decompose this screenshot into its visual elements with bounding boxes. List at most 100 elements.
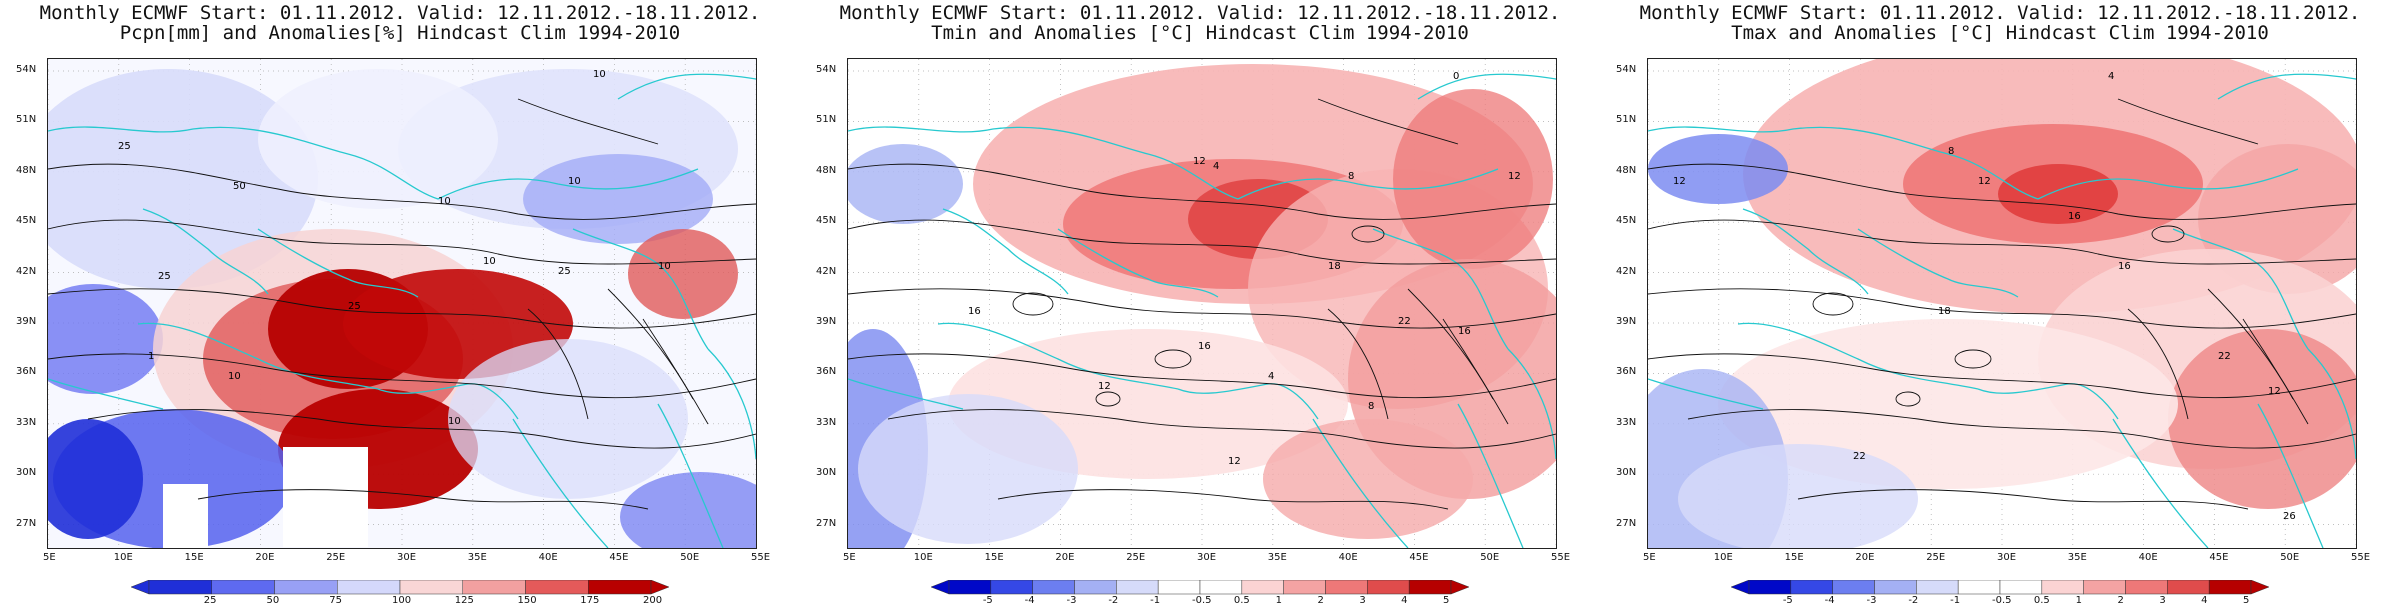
colorbar-cell [462, 579, 526, 595]
latitude-tick-label: 39N [816, 316, 837, 327]
longitude-tick-label: 45E [2209, 552, 2229, 563]
colorbar-cell [1790, 579, 1833, 595]
latitude-tick-label: 30N [1616, 467, 1637, 479]
colorbar-cell [1999, 579, 2043, 595]
latitude-tick-label: 48N [1616, 164, 1637, 176]
longitude-tick-label: 25E [1126, 552, 1146, 563]
colorbar-label: -1 [1950, 595, 1961, 606]
colorbar-cell [1199, 579, 1243, 595]
longitude-tick-label: 55E [1551, 552, 1571, 563]
colorbar-left-arrow [930, 579, 950, 595]
coastlines [848, 73, 1556, 548]
latitude-tick-label: 36N [1616, 366, 1637, 378]
colorbar-left-arrow [130, 579, 150, 595]
colorbar-label: 1 [1275, 595, 1283, 606]
colorbar-cell [1116, 579, 1159, 595]
contour-label: 18 [1328, 261, 1341, 272]
latitude-tick-label: 27N [1616, 517, 1637, 529]
map-frame[interactable]: 10 25 50 10 10 25 10 1 10 10 25 25 10 [47, 58, 757, 549]
colorbar-label: -0.5 [1192, 595, 1212, 606]
latitude-tick-label: 48N [816, 164, 837, 176]
contour-label: 16 [968, 306, 981, 317]
colorbar-label: 0.5 [1233, 595, 1250, 606]
longitude-tick-label: 55E [2351, 552, 2371, 563]
map-frame[interactable]: 4 8 12 16 18 22 26 12 16 22 12 [1647, 58, 2357, 549]
panel-title-line2: Tmin and Anomalies [°C] Hindcast Clim 19… [931, 22, 1469, 44]
longitude-tick-label: 50E [1480, 552, 1500, 563]
colorbar-label: -4 [1024, 595, 1035, 606]
latitude-tick-label: 33N [816, 416, 837, 428]
contour-label: 12 [1228, 456, 1241, 467]
colorbar-label: 2 [2117, 595, 2124, 606]
colorbar-label: 0.5 [2033, 595, 2050, 606]
colorbar-label: -2 [1108, 595, 1119, 606]
longitude-tick-label: 20E [1055, 552, 1075, 563]
contour-label: 22 [1398, 316, 1411, 327]
colorbar: 25 50 75 100 125 150 175 200 [130, 579, 670, 606]
colorbar-cell [2041, 579, 2084, 595]
latitude-tick-label: 48N [16, 164, 37, 176]
colorbar-cell [1916, 579, 1959, 595]
colorbar-label: 75 [329, 595, 342, 606]
contour-label: 4 [1268, 371, 1274, 382]
colorbar-cell [1408, 579, 1452, 595]
colorbar-cell [1748, 579, 1792, 595]
longitude-tick-label: 5E [43, 552, 56, 563]
longitude-tick-label: 15E [184, 552, 204, 563]
contour-label: 0 [1453, 71, 1459, 82]
latitude-tick-label: 51N [16, 114, 37, 126]
colorbar-svg [930, 579, 1470, 595]
panel-title-line1: Monthly ECMWF Start: 01.11.2012. Valid: … [1639, 2, 2361, 24]
latitude-tick-label: 33N [16, 416, 37, 428]
colorbar: -5 -4 -3 -2 -1 -0.5 0.5 1 2 3 4 5 [1730, 579, 2270, 606]
colorbar-label: 3 [2159, 595, 2166, 606]
longitude-tick-label: 25E [326, 552, 346, 563]
colorbar-right-arrow [1450, 579, 1470, 595]
colorbar-cell [274, 579, 338, 595]
map-frame[interactable]: 0 4 12 8 16 18 16 12 4 8 12 22 16 12 [847, 58, 1557, 549]
latitude-tick-label: 36N [16, 366, 37, 378]
longitude-tick-label: 10E [113, 552, 133, 563]
longitude-tick-label: 10E [1713, 552, 1733, 563]
colorbar-cell [1832, 579, 1875, 595]
colorbar-cell [1157, 579, 1201, 595]
contour-labels: 10 25 50 10 10 25 10 1 10 10 25 25 10 [118, 69, 671, 427]
latitude-tick-label: 45N [816, 215, 837, 227]
latitude-tick-label: 27N [816, 517, 837, 529]
colorbar-cell [2083, 579, 2126, 595]
latitude-tick-label: 39N [16, 316, 37, 327]
colorbar-label: 5 [2243, 595, 2250, 606]
colorbar-cell [1367, 579, 1410, 595]
latitude-tick-label: 30N [816, 467, 837, 479]
map-svg: 4 8 12 16 18 22 26 12 16 22 12 [1648, 59, 2356, 548]
contour-label: 4 [2108, 71, 2114, 82]
latitude-tick-label: 54N [1616, 64, 1637, 75]
latitude-tick-label: 30N [16, 467, 37, 479]
contour-label: 12 [1673, 176, 1686, 187]
latitude-tick-label: 42N [16, 265, 37, 277]
latitude-tick-label: 33N [1616, 416, 1637, 428]
longitude-tick-label: 40E [538, 552, 558, 563]
longitude-tick-label: 30E [1997, 552, 2017, 563]
latitude-tick-label: 27N [16, 517, 37, 529]
contour-label: 26 [2283, 511, 2296, 522]
colorbar-label: 2 [1317, 595, 1324, 606]
colorbar-label: -0.5 [1992, 595, 2012, 606]
longitude-tick-label: 5E [1643, 552, 1656, 563]
longitude-tick-label: 15E [984, 552, 1004, 563]
longitude-tick-label: 30E [397, 552, 417, 563]
longitude-tick-label: 35E [1267, 552, 1287, 563]
panel-title-line2: Pcpn[mm] and Anomalies[%] Hindcast Clim … [119, 22, 681, 44]
longitude-tick-label: 10E [913, 552, 933, 563]
coastlines [48, 73, 756, 548]
contour-label: 12 [1193, 156, 1206, 167]
colorbar-cell [2125, 579, 2168, 595]
contour-label: 10 [593, 69, 606, 80]
colorbar-label: 200 [643, 595, 663, 606]
contours [48, 98, 756, 510]
colorbar-label: 3 [1359, 595, 1366, 606]
colorbar-label: 5 [1443, 595, 1450, 606]
latitude-tick-label: 51N [816, 114, 837, 126]
contour-label: 25 [348, 301, 361, 312]
colorbar: -5 -4 -3 -2 -1 -0.5 0.5 1 2 3 4 5 [930, 579, 1470, 606]
